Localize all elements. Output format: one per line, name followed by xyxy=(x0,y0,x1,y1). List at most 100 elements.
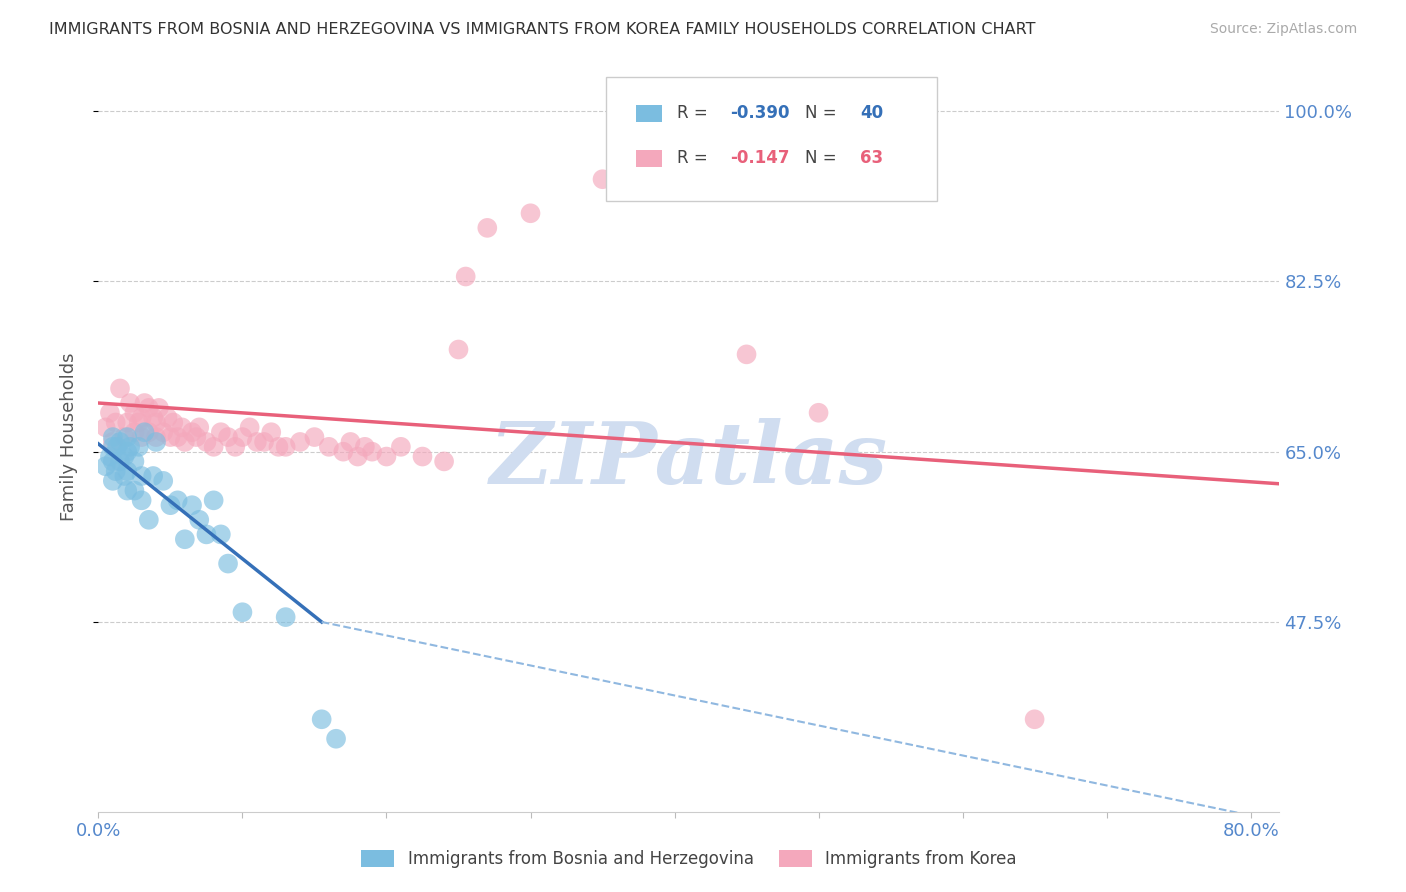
Point xyxy=(101,440,124,454)
Point xyxy=(253,434,276,449)
Point xyxy=(101,474,124,488)
Point xyxy=(411,450,433,464)
Text: N =: N = xyxy=(804,104,842,122)
Point xyxy=(101,430,124,444)
Point xyxy=(447,343,470,357)
Point xyxy=(152,474,174,488)
Point xyxy=(131,430,153,444)
Point xyxy=(166,493,188,508)
Point xyxy=(339,434,361,449)
Point xyxy=(94,459,117,474)
Point xyxy=(195,527,218,541)
Point xyxy=(173,533,195,547)
Point xyxy=(346,450,368,464)
Point xyxy=(202,440,225,454)
Point xyxy=(217,430,239,444)
Point xyxy=(159,430,181,444)
Point xyxy=(181,498,204,512)
Text: 63: 63 xyxy=(860,149,883,168)
Point xyxy=(128,440,150,454)
Point xyxy=(692,128,714,143)
Point xyxy=(325,731,347,746)
Point xyxy=(274,610,297,624)
Bar xyxy=(636,150,662,167)
Point xyxy=(195,434,218,449)
Point xyxy=(231,605,253,619)
Point xyxy=(101,454,124,468)
Point xyxy=(112,430,135,444)
Point xyxy=(104,464,127,478)
Point xyxy=(519,206,541,220)
Point xyxy=(120,440,142,454)
Point xyxy=(115,444,138,458)
Point xyxy=(202,493,225,508)
Point xyxy=(209,425,232,440)
Point xyxy=(318,440,340,454)
Text: 40: 40 xyxy=(860,104,883,122)
Text: -0.147: -0.147 xyxy=(730,149,790,168)
Point xyxy=(124,406,146,420)
Point xyxy=(101,434,124,449)
Point xyxy=(124,454,146,468)
Point xyxy=(134,396,156,410)
Point xyxy=(115,416,138,430)
Bar xyxy=(636,105,662,121)
Point xyxy=(115,430,138,444)
Point xyxy=(311,712,333,726)
Point xyxy=(108,381,131,395)
Text: ZIPatlas: ZIPatlas xyxy=(489,417,889,501)
Point xyxy=(108,454,131,468)
Point xyxy=(142,410,165,425)
Point xyxy=(361,444,384,458)
Point xyxy=(477,220,499,235)
Point xyxy=(188,513,211,527)
Point xyxy=(98,406,121,420)
Point xyxy=(454,269,477,284)
Point xyxy=(156,410,179,425)
FancyBboxPatch shape xyxy=(606,78,936,201)
Legend: Immigrants from Bosnia and Herzegovina, Immigrants from Korea: Immigrants from Bosnia and Herzegovina, … xyxy=(354,843,1024,874)
Point xyxy=(246,434,269,449)
Point xyxy=(217,557,239,571)
Point xyxy=(131,410,153,425)
Point xyxy=(145,416,167,430)
Text: Source: ZipAtlas.com: Source: ZipAtlas.com xyxy=(1209,22,1357,37)
Point xyxy=(128,416,150,430)
Point xyxy=(138,513,160,527)
Point xyxy=(231,430,253,444)
Point xyxy=(354,440,377,454)
Point xyxy=(138,425,160,440)
Point xyxy=(124,483,146,498)
Text: IMMIGRANTS FROM BOSNIA AND HERZEGOVINA VS IMMIGRANTS FROM KOREA FAMILY HOUSEHOLD: IMMIGRANTS FROM BOSNIA AND HERZEGOVINA V… xyxy=(49,22,1036,37)
Point xyxy=(239,420,262,434)
Text: R =: R = xyxy=(678,104,713,122)
Point xyxy=(173,434,195,449)
Point xyxy=(260,425,283,440)
Point xyxy=(112,450,135,464)
Point xyxy=(104,416,127,430)
Point xyxy=(162,416,184,430)
Point xyxy=(159,498,181,512)
Point xyxy=(274,440,297,454)
Point xyxy=(131,469,153,483)
Point xyxy=(188,420,211,434)
Point xyxy=(142,469,165,483)
Point xyxy=(134,425,156,440)
Point xyxy=(108,434,131,449)
Point xyxy=(115,464,138,478)
Point xyxy=(152,425,174,440)
Point xyxy=(807,406,830,420)
Point xyxy=(288,434,311,449)
Point xyxy=(735,347,758,361)
Point xyxy=(166,430,188,444)
Point xyxy=(224,440,246,454)
Point xyxy=(138,401,160,415)
Text: N =: N = xyxy=(804,149,842,168)
Point xyxy=(124,425,146,440)
Point xyxy=(332,444,354,458)
Point xyxy=(592,172,614,186)
Point xyxy=(389,440,412,454)
Point xyxy=(181,425,204,440)
Point xyxy=(120,396,142,410)
Point xyxy=(186,430,208,444)
